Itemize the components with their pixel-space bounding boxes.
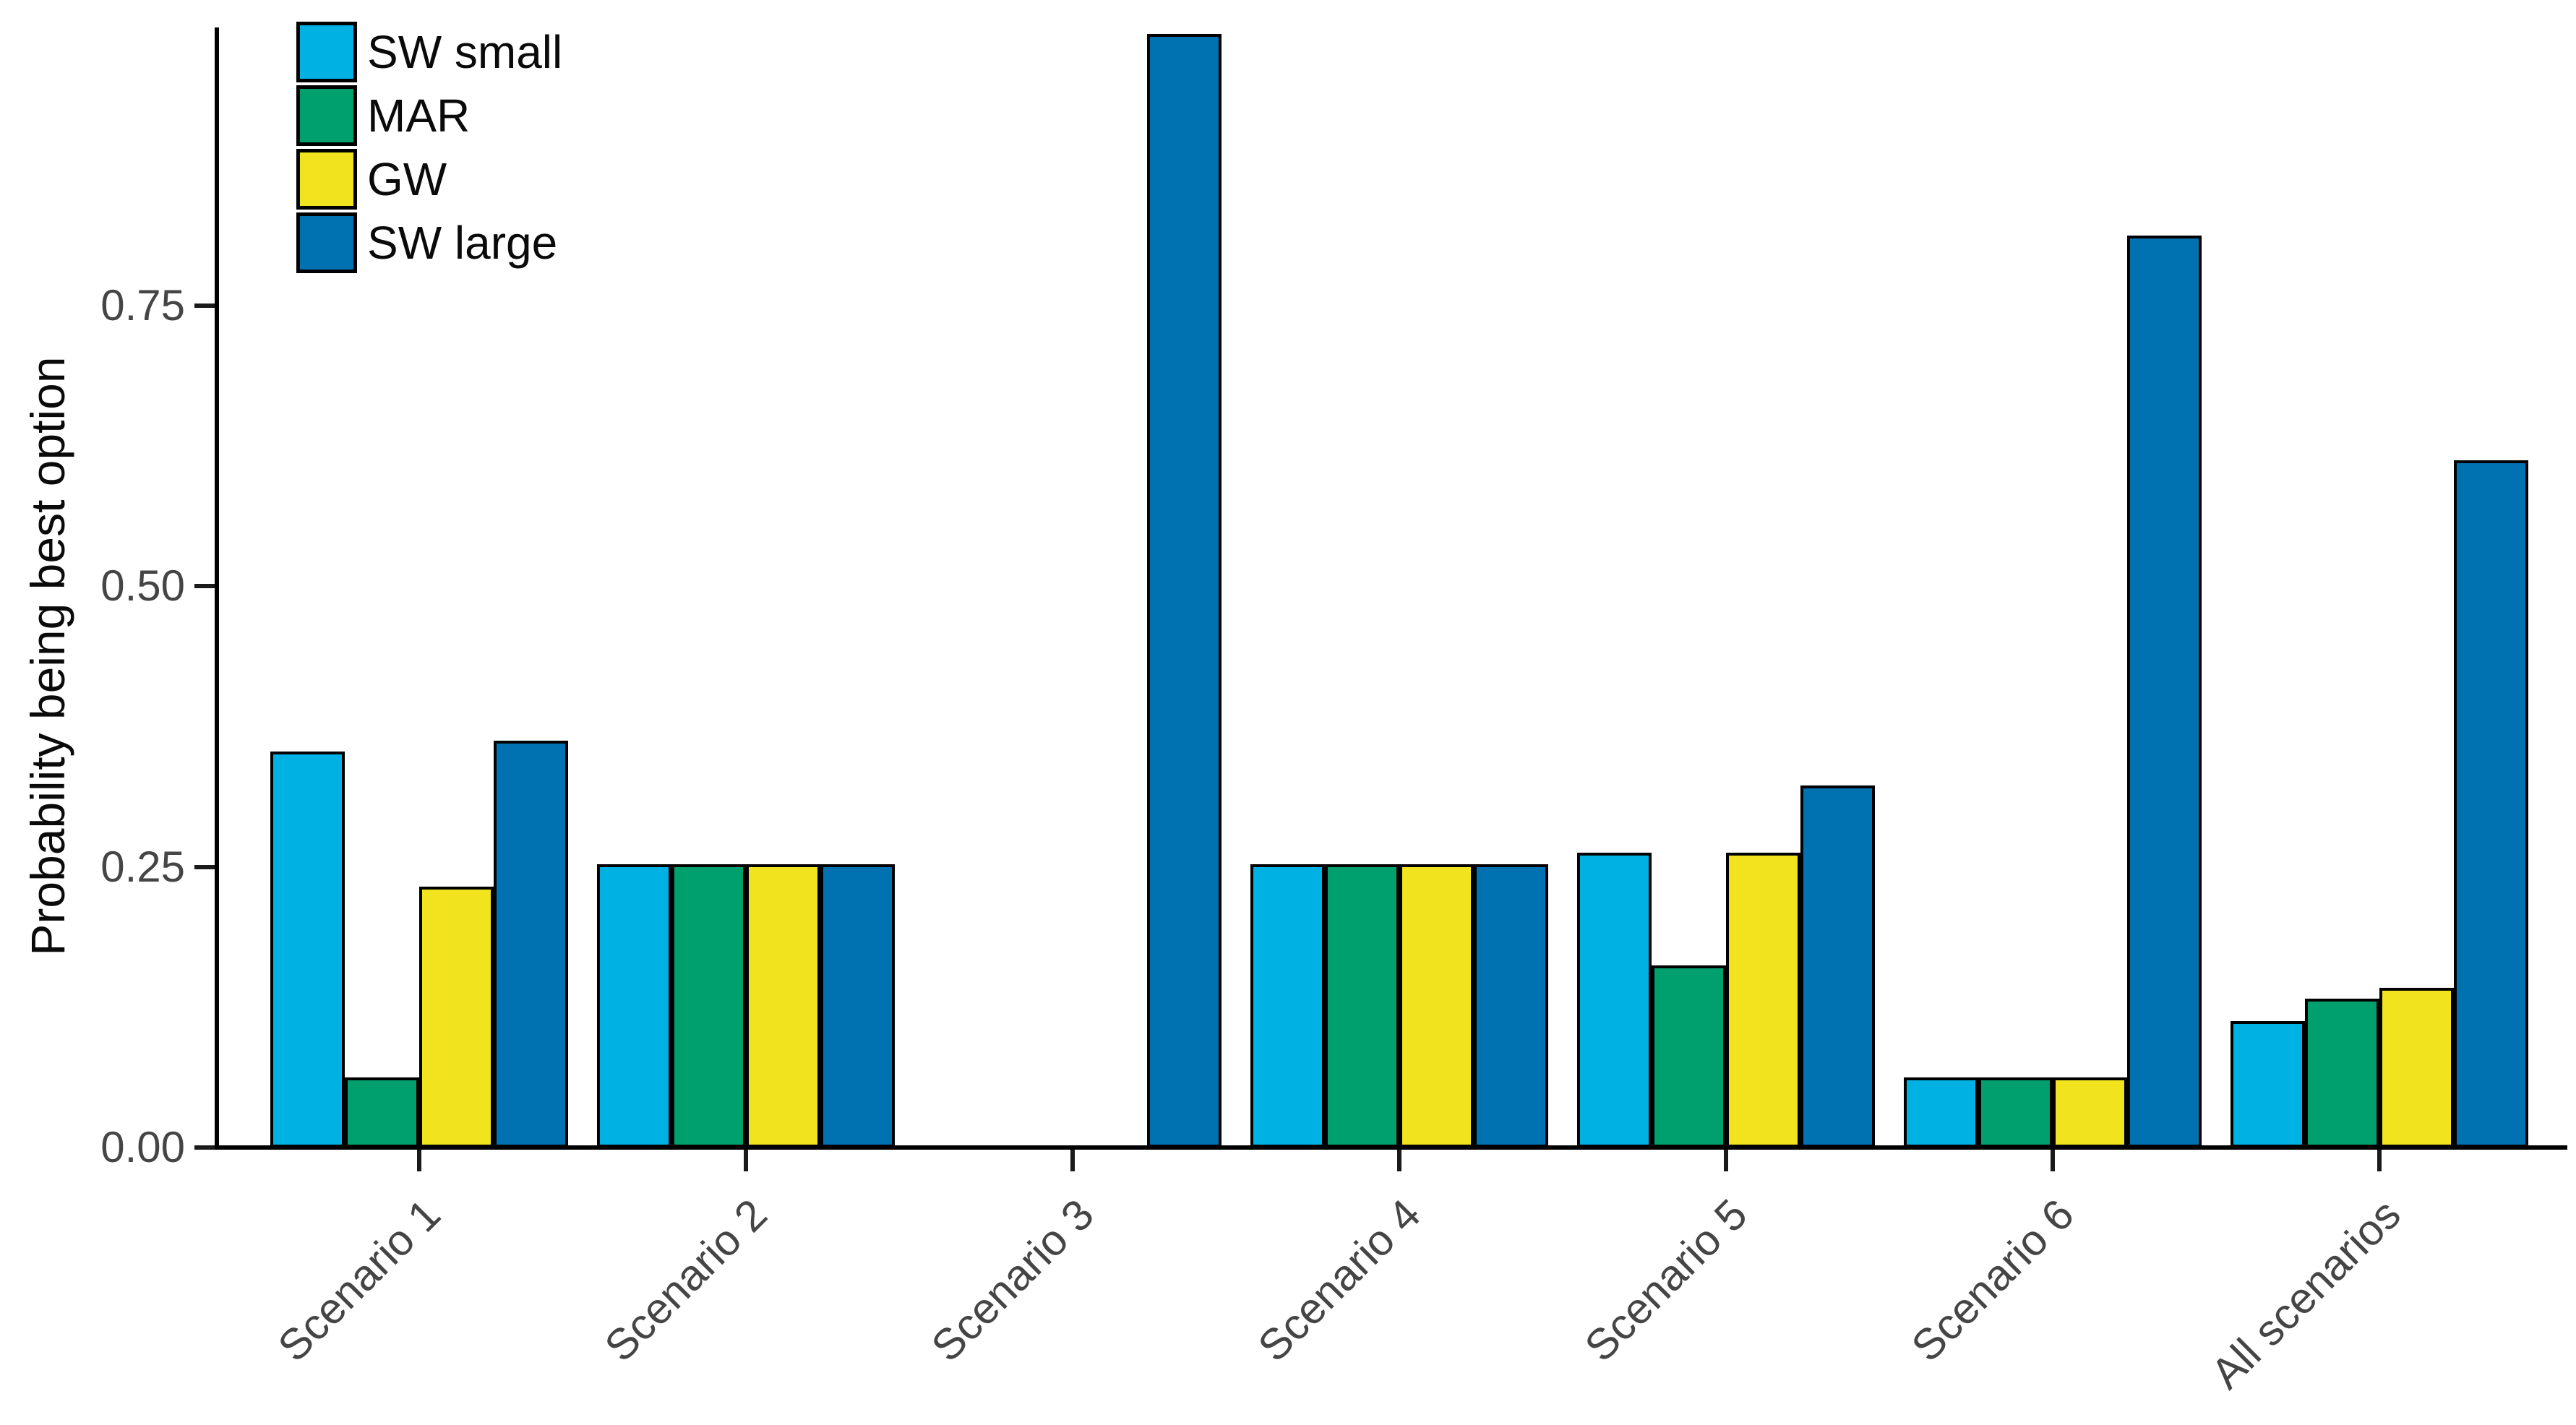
bar-sw-small-scenario-2 bbox=[597, 864, 671, 1148]
bar-gw-all-scenarios bbox=[2379, 988, 2454, 1148]
bar-gw-scenario-5 bbox=[1726, 853, 1800, 1148]
legend-label-sw-large: SW large bbox=[367, 217, 558, 269]
bar-sw-small-scenario-5 bbox=[1577, 853, 1652, 1148]
legend-swatch-gw bbox=[296, 149, 357, 210]
bar-sw-large-scenario-3 bbox=[1147, 34, 1222, 1148]
x-axis-line bbox=[215, 1145, 2567, 1150]
x-tick-mark bbox=[1724, 1150, 1728, 1171]
x-tick-mark bbox=[1397, 1150, 1401, 1171]
y-tick-label: 0.75 bbox=[100, 281, 185, 330]
bar-mar-scenario-2 bbox=[671, 864, 746, 1148]
y-tick-label: 0.50 bbox=[100, 561, 185, 610]
bar-sw-small-scenario-1 bbox=[270, 752, 345, 1148]
x-tick-mark bbox=[417, 1150, 421, 1171]
y-tick-mark bbox=[194, 1145, 215, 1150]
x-tick-mark bbox=[2051, 1150, 2055, 1171]
bar-gw-scenario-1 bbox=[419, 887, 494, 1148]
x-tick-label: Scenario 4 bbox=[1248, 1189, 1430, 1371]
legend-swatch-mar bbox=[296, 85, 357, 146]
y-tick-mark bbox=[194, 303, 215, 308]
bar-sw-large-scenario-4 bbox=[1474, 864, 1548, 1148]
bar-mar-scenario-1 bbox=[345, 1077, 419, 1148]
bar-sw-small-all-scenarios bbox=[2231, 1021, 2305, 1148]
x-tick-mark bbox=[744, 1150, 748, 1171]
y-axis-line bbox=[215, 27, 219, 1150]
y-tick-label: 0.00 bbox=[100, 1123, 185, 1171]
bar-mar-scenario-6 bbox=[1978, 1077, 2053, 1148]
x-tick-label: Scenario 6 bbox=[1902, 1189, 2083, 1371]
bar-mar-scenario-4 bbox=[1325, 864, 1399, 1148]
bar-gw-scenario-2 bbox=[746, 864, 820, 1148]
legend-label-sw-small: SW small bbox=[367, 26, 563, 78]
bar-sw-small-scenario-4 bbox=[1250, 864, 1325, 1148]
x-tick-label: Scenario 3 bbox=[922, 1189, 1103, 1371]
bar-sw-large-scenario-6 bbox=[2127, 236, 2202, 1148]
legend-swatch-sw-small bbox=[296, 22, 357, 82]
legend-label-gw: GW bbox=[367, 153, 447, 205]
bar-sw-small-scenario-6 bbox=[1904, 1077, 1978, 1148]
bar-sw-large-scenario-1 bbox=[494, 741, 568, 1148]
x-tick-mark bbox=[1070, 1150, 1075, 1171]
x-tick-label: Scenario 1 bbox=[268, 1189, 450, 1371]
x-tick-label: Scenario 2 bbox=[595, 1189, 776, 1371]
bar-sw-large-scenario-2 bbox=[820, 864, 895, 1148]
bar-gw-scenario-4 bbox=[1399, 864, 1474, 1148]
legend-label-mar: MAR bbox=[367, 90, 471, 142]
y-tick-mark bbox=[194, 584, 215, 588]
x-tick-label: All scenarios bbox=[2202, 1189, 2410, 1398]
y-tick-mark bbox=[194, 865, 215, 869]
legend-swatch-sw-large bbox=[296, 212, 357, 273]
bar-sw-large-all-scenarios bbox=[2454, 460, 2528, 1148]
y-tick-label: 0.25 bbox=[100, 843, 185, 891]
bar-mar-all-scenarios bbox=[2305, 999, 2379, 1148]
bar-sw-large-scenario-5 bbox=[1800, 785, 1875, 1148]
bar-gw-scenario-6 bbox=[2053, 1077, 2127, 1148]
x-tick-label: Scenario 5 bbox=[1575, 1189, 1756, 1371]
bar-mar-scenario-5 bbox=[1652, 965, 1726, 1148]
x-tick-mark bbox=[2377, 1150, 2382, 1171]
